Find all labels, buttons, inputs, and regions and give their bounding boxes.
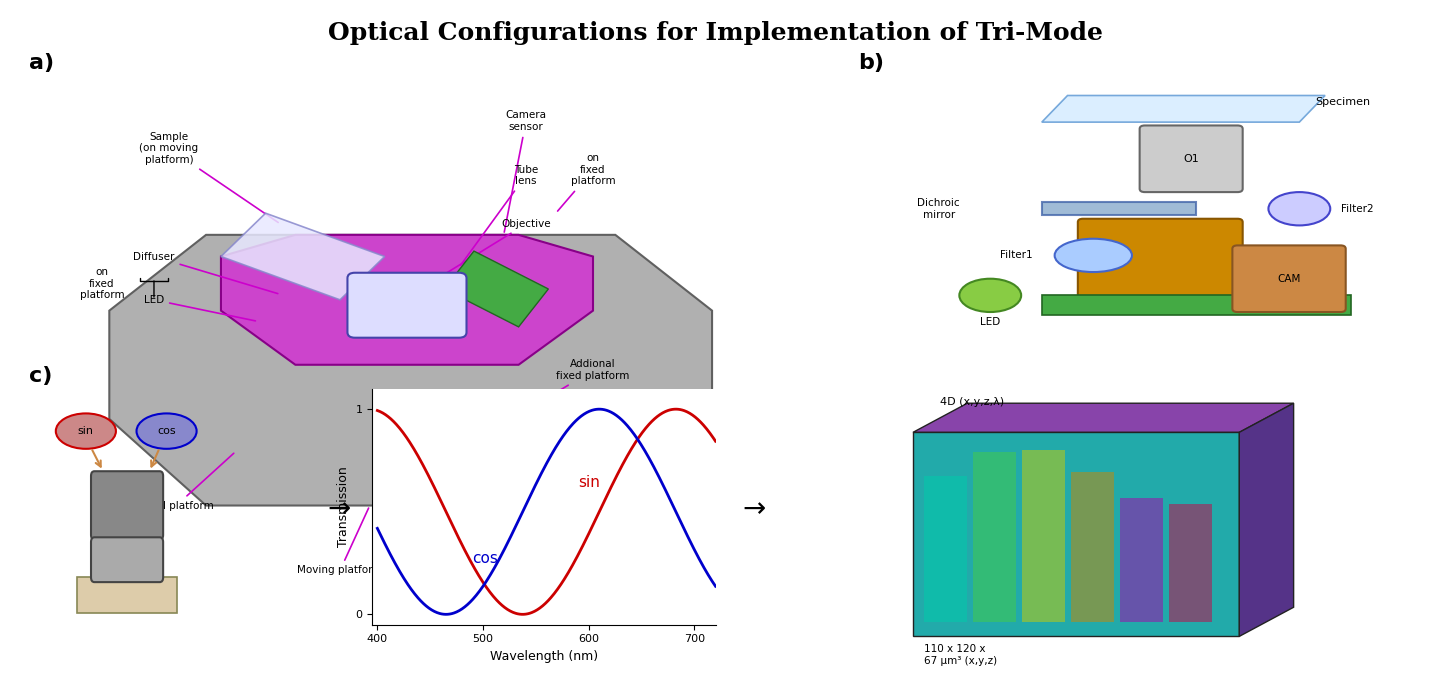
Text: $\rightarrow$: $\rightarrow$ — [322, 493, 351, 520]
Ellipse shape — [56, 414, 116, 449]
Y-axis label: Transmission: Transmission — [336, 466, 349, 547]
Bar — [1119, 498, 1163, 622]
Text: on
fixed
platform: on fixed platform — [80, 267, 124, 301]
Bar — [973, 452, 1016, 622]
Text: Filter2: Filter2 — [1341, 204, 1374, 214]
Ellipse shape — [136, 414, 196, 449]
Ellipse shape — [1055, 239, 1132, 272]
Polygon shape — [220, 235, 592, 365]
Text: b): b) — [859, 53, 884, 74]
Text: Sample
(on moving
platform): Sample (on moving platform) — [139, 132, 278, 223]
Text: Optical Configurations for Implementation of Tri-Mode: Optical Configurations for Implementatio… — [328, 21, 1103, 45]
Bar — [924, 476, 967, 622]
Polygon shape — [1239, 403, 1294, 636]
Text: Specimen: Specimen — [1315, 97, 1369, 107]
Polygon shape — [1042, 96, 1325, 122]
Text: CAM: CAM — [1278, 273, 1301, 284]
Polygon shape — [913, 403, 1294, 432]
FancyBboxPatch shape — [1078, 219, 1242, 298]
Bar — [1169, 504, 1212, 622]
Text: cos: cos — [472, 551, 498, 566]
Polygon shape — [1042, 296, 1351, 315]
Text: O1: O1 — [1183, 154, 1199, 164]
Text: LED: LED — [980, 317, 1000, 327]
Ellipse shape — [1268, 192, 1331, 226]
FancyBboxPatch shape — [1232, 246, 1345, 312]
Polygon shape — [220, 213, 385, 300]
Bar — [1070, 472, 1115, 622]
Text: Objective: Objective — [432, 219, 551, 282]
Text: sin: sin — [77, 426, 94, 436]
FancyBboxPatch shape — [1139, 126, 1242, 192]
Text: Filter1: Filter1 — [1000, 251, 1032, 260]
Bar — [1022, 450, 1065, 622]
Text: a): a) — [29, 53, 54, 74]
Text: $\rightarrow$: $\rightarrow$ — [737, 493, 766, 520]
Text: sin: sin — [578, 475, 600, 490]
X-axis label: Wavelength (nm): Wavelength (nm) — [489, 650, 598, 663]
Text: 110 x 120 x
67 μm³ (x,y,z): 110 x 120 x 67 μm³ (x,y,z) — [924, 644, 997, 666]
Text: Fixed platform: Fixed platform — [139, 453, 233, 511]
Text: c): c) — [29, 366, 52, 386]
Text: Diffuser: Diffuser — [133, 251, 278, 294]
Text: Dichroic
mirror: Dichroic mirror — [917, 198, 960, 219]
Text: on
fixed
platform: on fixed platform — [558, 153, 615, 211]
Text: LED: LED — [145, 295, 255, 321]
Text: Camera
sensor: Camera sensor — [504, 110, 547, 232]
Ellipse shape — [959, 279, 1022, 312]
FancyBboxPatch shape — [92, 471, 163, 540]
FancyBboxPatch shape — [348, 273, 467, 338]
Polygon shape — [77, 577, 177, 613]
Text: Addional
fixed platform: Addional fixed platform — [551, 359, 630, 396]
FancyBboxPatch shape — [92, 537, 163, 582]
Text: Moving platform: Moving platform — [298, 508, 382, 575]
Polygon shape — [913, 432, 1239, 636]
Polygon shape — [444, 251, 548, 327]
Text: cos: cos — [157, 426, 176, 436]
Polygon shape — [109, 235, 713, 505]
Text: Tube
lens: Tube lens — [461, 164, 538, 265]
Polygon shape — [1042, 202, 1196, 215]
Text: 4D (x,y,z,λ): 4D (x,y,z,λ) — [940, 398, 1005, 407]
